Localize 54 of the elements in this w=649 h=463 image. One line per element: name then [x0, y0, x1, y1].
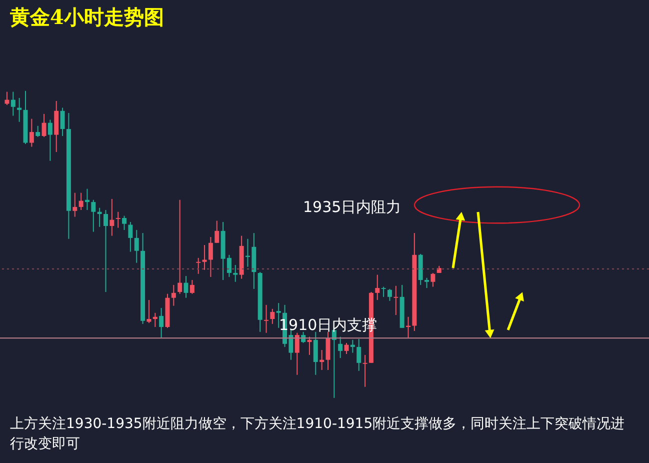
candlestick — [344, 342, 349, 355]
candlestick — [196, 257, 201, 274]
candlestick — [110, 198, 114, 236]
candlestick — [152, 312, 158, 328]
text: 上方关注1930-1935附近阻力做空，下方关注1910-1915附近支撑做多，同时关注上下突破情况进行改变即可 — [10, 416, 625, 452]
candlestick — [42, 113, 46, 138]
candlestick — [430, 272, 436, 288]
candlestick — [122, 215, 127, 230]
candlestick — [307, 336, 312, 356]
candlestick — [54, 100, 59, 152]
candlestick — [202, 244, 207, 270]
candlestick — [97, 207, 102, 228]
candlestick — [320, 350, 324, 370]
candlestick — [190, 280, 194, 294]
candlestick — [116, 211, 120, 228]
candlestick — [78, 192, 84, 211]
candlestick — [146, 299, 152, 324]
candlestick — [178, 199, 182, 294]
candlestick — [29, 118, 34, 148]
candlestick — [10, 91, 16, 116]
candlestick — [294, 332, 300, 376]
candlestick — [17, 97, 22, 122]
candlestick — [387, 288, 392, 302]
candlestick — [375, 274, 380, 300]
candlestick — [36, 125, 40, 138]
candlestick — [270, 308, 275, 324]
chart-title: 黄金4小时走势图 — [9, 5, 164, 29]
candlestick — [233, 264, 238, 282]
candlestick — [91, 199, 96, 232]
candlestick — [356, 338, 362, 372]
candlestick — [276, 302, 281, 328]
candlestick — [128, 221, 133, 252]
annotation: 1935日内阻力 — [303, 198, 402, 216]
candlestick — [313, 331, 318, 376]
candlestick — [72, 192, 78, 218]
candlestick — [134, 229, 139, 264]
candlestick — [326, 331, 330, 370]
candlestick — [381, 286, 386, 298]
candlestick — [424, 277, 430, 288]
candlestick — [362, 354, 368, 388]
candlestick — [4, 91, 10, 106]
candlestick — [104, 210, 108, 292]
candlestick — [338, 336, 343, 358]
candlestick — [60, 107, 65, 137]
candlestick — [159, 307, 164, 339]
candlestick — [48, 119, 52, 162]
candlestick — [84, 188, 90, 211]
candlestick — [171, 284, 176, 306]
candlestick — [264, 304, 269, 334]
candlestick — [350, 339, 355, 354]
candlestick — [184, 276, 188, 298]
candlestick — [214, 220, 220, 244]
candlestick — [208, 236, 213, 278]
candlestick — [394, 285, 398, 316]
